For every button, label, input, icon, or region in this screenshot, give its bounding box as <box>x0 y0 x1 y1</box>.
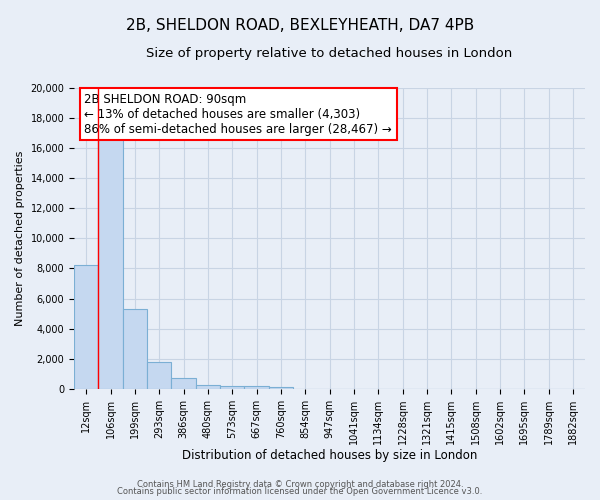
Y-axis label: Number of detached properties: Number of detached properties <box>15 150 25 326</box>
Text: 2B SHELDON ROAD: 90sqm
← 13% of detached houses are smaller (4,303)
86% of semi-: 2B SHELDON ROAD: 90sqm ← 13% of detached… <box>85 92 392 136</box>
Text: Contains public sector information licensed under the Open Government Licence v3: Contains public sector information licen… <box>118 487 482 496</box>
Bar <box>147 362 172 388</box>
Title: Size of property relative to detached houses in London: Size of property relative to detached ho… <box>146 48 513 60</box>
Bar <box>123 309 147 388</box>
Bar <box>98 139 123 388</box>
Bar <box>244 386 269 388</box>
Text: 2B, SHELDON ROAD, BEXLEYHEATH, DA7 4PB: 2B, SHELDON ROAD, BEXLEYHEATH, DA7 4PB <box>126 18 474 32</box>
Bar <box>74 266 98 388</box>
Text: Contains HM Land Registry data © Crown copyright and database right 2024.: Contains HM Land Registry data © Crown c… <box>137 480 463 489</box>
Bar <box>172 378 196 388</box>
Bar <box>196 384 220 388</box>
X-axis label: Distribution of detached houses by size in London: Distribution of detached houses by size … <box>182 450 477 462</box>
Bar <box>220 386 244 388</box>
